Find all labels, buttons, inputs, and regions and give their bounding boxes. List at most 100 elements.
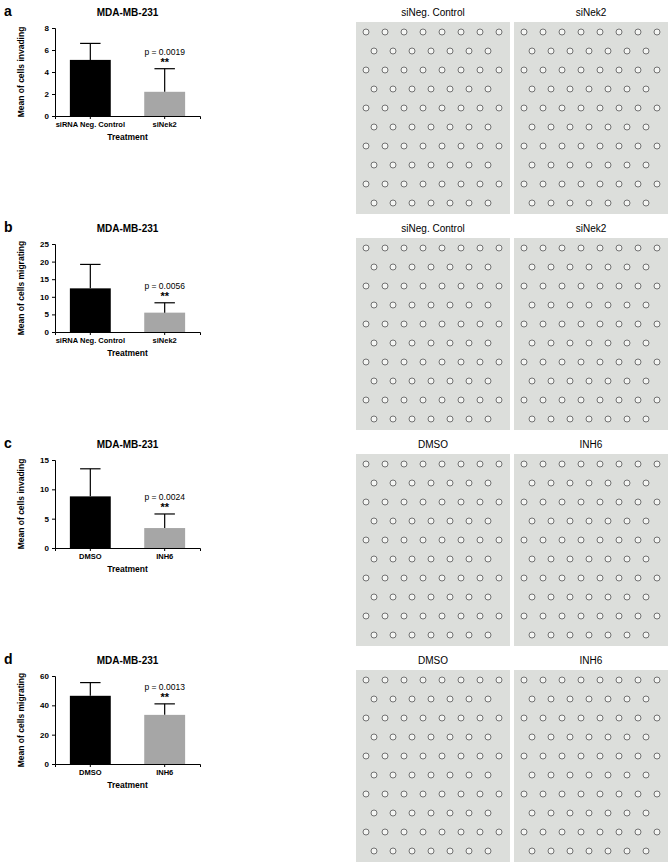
bar — [70, 696, 111, 764]
pore — [439, 181, 445, 187]
pore — [363, 829, 369, 835]
pore — [485, 810, 491, 816]
pore — [654, 791, 660, 797]
pore — [420, 791, 426, 797]
pore — [420, 105, 426, 111]
pore — [420, 715, 426, 721]
pore — [567, 200, 573, 206]
bar — [144, 92, 185, 116]
micrograph — [514, 22, 668, 214]
pore — [597, 143, 603, 149]
pore — [439, 537, 445, 543]
micrograph — [356, 454, 510, 646]
tick-mark — [52, 297, 55, 298]
pore — [654, 67, 660, 73]
error-bar — [80, 264, 100, 288]
pore — [390, 556, 396, 562]
tick-mark — [52, 332, 55, 333]
tick-mark — [52, 705, 55, 706]
micrograph — [514, 238, 668, 430]
pore — [643, 124, 649, 130]
tick: 0 — [45, 328, 55, 337]
tick: 8 — [45, 24, 55, 33]
tick: 5 — [45, 310, 55, 319]
tick-mark — [52, 50, 55, 51]
pore — [496, 461, 502, 467]
pore — [382, 283, 388, 289]
pore — [371, 556, 377, 562]
pore — [466, 594, 472, 600]
pore — [643, 86, 649, 92]
pore — [447, 86, 453, 92]
error-cap — [154, 513, 174, 514]
pore — [428, 696, 434, 702]
pore — [548, 632, 554, 638]
pore — [447, 416, 453, 422]
pore — [496, 181, 502, 187]
pore — [390, 124, 396, 130]
panel-label: b — [4, 219, 13, 235]
pore — [382, 575, 388, 581]
pore — [409, 696, 415, 702]
pore — [624, 416, 630, 422]
pore — [624, 378, 630, 384]
pore — [390, 48, 396, 54]
pore — [371, 48, 377, 54]
pore — [654, 105, 660, 111]
tick: 15 — [40, 275, 55, 284]
pore — [458, 461, 464, 467]
pore — [597, 181, 603, 187]
pore — [401, 537, 407, 543]
pore — [428, 480, 434, 486]
pore — [548, 594, 554, 600]
pore — [371, 480, 377, 486]
pore — [390, 302, 396, 308]
pore — [485, 162, 491, 168]
pore — [529, 340, 535, 346]
pore — [439, 791, 445, 797]
pore — [420, 283, 426, 289]
pore — [401, 283, 407, 289]
bar — [144, 313, 185, 332]
pore — [447, 594, 453, 600]
pore — [485, 772, 491, 778]
panel: dMDA-MB-2310204060DMSOINH6TreatmentMean … — [4, 651, 668, 862]
pore — [409, 378, 415, 384]
pore — [466, 480, 472, 486]
image-label: siNek2 — [576, 223, 607, 234]
pore — [586, 696, 592, 702]
pore — [458, 613, 464, 619]
pore — [548, 378, 554, 384]
pore — [485, 264, 491, 270]
pore — [616, 245, 622, 251]
pore — [586, 556, 592, 562]
pore — [605, 518, 611, 524]
pore — [371, 378, 377, 384]
pore — [458, 753, 464, 759]
pore — [578, 105, 584, 111]
pore — [401, 245, 407, 251]
pore — [439, 105, 445, 111]
pore — [496, 67, 502, 73]
error-cap — [80, 43, 100, 44]
pore — [624, 772, 630, 778]
pore — [643, 48, 649, 54]
pore — [586, 200, 592, 206]
pore — [529, 302, 535, 308]
pore — [654, 29, 660, 35]
pore — [597, 575, 603, 581]
pore — [567, 518, 573, 524]
error-line — [90, 264, 91, 288]
pore — [567, 48, 573, 54]
pore — [390, 340, 396, 346]
pore — [624, 162, 630, 168]
pore — [390, 848, 396, 854]
pore — [428, 848, 434, 854]
pore — [567, 594, 573, 600]
pore — [521, 613, 527, 619]
pore — [635, 359, 641, 365]
pore — [382, 143, 388, 149]
pore — [401, 181, 407, 187]
pore — [578, 321, 584, 327]
pore — [616, 67, 622, 73]
